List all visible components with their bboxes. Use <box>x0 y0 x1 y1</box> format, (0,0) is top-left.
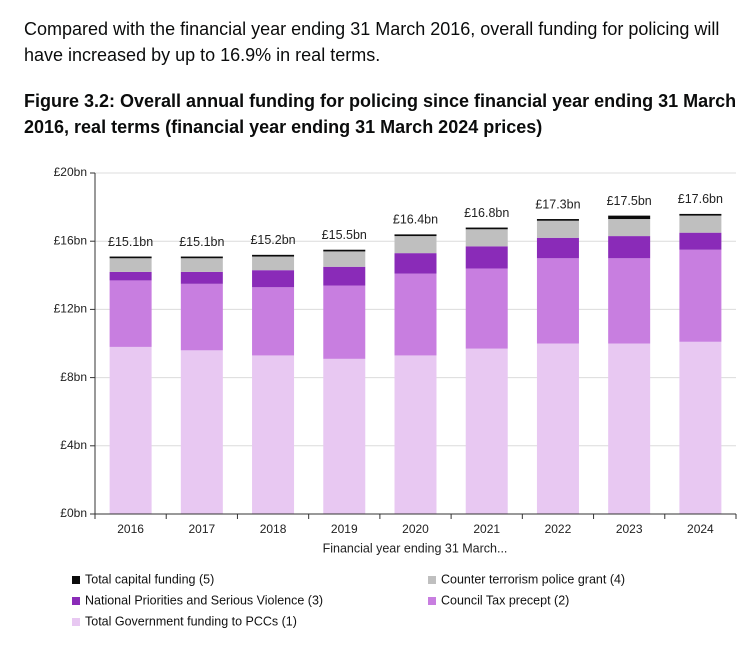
x-tick-label: 2023 <box>616 522 643 536</box>
bar-segment <box>252 254 295 257</box>
bar-segment <box>323 358 366 514</box>
x-tick-label: 2018 <box>260 522 287 536</box>
bar-segment <box>536 220 579 238</box>
bar-segment <box>109 256 152 259</box>
bar-segment <box>608 258 651 344</box>
total-label: £16.8bn <box>464 206 509 220</box>
bar-segment <box>109 271 152 281</box>
legend-label: National Priorities and Serious Violence… <box>85 593 323 607</box>
bar-segment <box>679 215 722 233</box>
bar-segment <box>608 236 651 259</box>
legend-swatch <box>72 597 80 605</box>
bar-segment <box>536 343 579 514</box>
bar-segment <box>323 249 366 252</box>
bar-segment <box>180 350 223 514</box>
x-tick-label: 2021 <box>473 522 500 536</box>
bar-segment <box>465 348 508 514</box>
total-label: £17.3bn <box>535 197 580 211</box>
total-label: £15.1bn <box>108 235 153 249</box>
x-tick-label: 2016 <box>117 522 144 536</box>
bar-segment <box>109 258 152 272</box>
bar-segment <box>608 219 651 237</box>
bar-segment <box>180 271 223 284</box>
x-tick-label: 2017 <box>188 522 215 536</box>
bar-segment <box>252 256 295 271</box>
legend-label: Total capital funding (5) <box>85 572 214 586</box>
legend-label: Total Government funding to PCCs (1) <box>85 614 297 628</box>
total-label: £17.6bn <box>678 192 723 206</box>
bar-segment <box>109 280 152 347</box>
bar-segment <box>679 341 722 514</box>
bar-segment <box>536 237 579 259</box>
x-axis-title: Financial year ending 31 March... <box>323 541 508 555</box>
intro-line: have increased by up to 16.9% in real te… <box>24 45 380 65</box>
y-tick-label: £4bn <box>60 438 87 452</box>
bar-segment <box>323 285 366 359</box>
legend-label: Council Tax precept (2) <box>441 593 569 607</box>
bar-segment <box>252 270 295 288</box>
legend-label: Counter terrorism police grant (4) <box>441 572 625 586</box>
x-tick-label: 2020 <box>402 522 429 536</box>
y-tick-label: £8bn <box>60 370 87 384</box>
legend-swatch <box>428 597 436 605</box>
figure-title: 2016, real terms (financial year ending … <box>24 117 542 137</box>
bar-segment <box>252 355 295 514</box>
total-label: £16.4bn <box>393 213 438 227</box>
bar-segment <box>323 266 366 286</box>
total-label: £15.2bn <box>250 233 295 247</box>
y-tick-label: £0bn <box>60 506 87 520</box>
legend-swatch <box>428 576 436 584</box>
bar-segment <box>608 215 651 220</box>
y-tick-label: £16bn <box>54 233 87 247</box>
bar-segment <box>465 229 508 247</box>
total-label: £17.5bn <box>607 194 652 208</box>
bar-segment <box>394 355 437 514</box>
y-tick-label: £20bn <box>54 165 87 179</box>
bar-segment <box>608 343 651 514</box>
bar-segment <box>465 246 508 269</box>
bar-segment <box>323 251 366 267</box>
bar-segment <box>679 213 722 216</box>
bar-segment <box>394 236 437 254</box>
bar-segment <box>679 249 722 342</box>
bar-segment <box>394 234 437 237</box>
bar-segment <box>180 256 223 259</box>
y-tick-label: £12bn <box>54 302 87 316</box>
legend-swatch <box>72 618 80 626</box>
figure-title: Figure 3.2: Overall annual funding for p… <box>24 91 736 111</box>
bar-segment <box>536 258 579 344</box>
total-label: £15.1bn <box>179 235 224 249</box>
x-tick-label: 2022 <box>545 522 572 536</box>
bar-segment <box>180 258 223 272</box>
bar-segment <box>679 232 722 250</box>
total-label: £15.5bn <box>322 228 367 242</box>
intro-line: Compared with the financial year ending … <box>24 19 719 39</box>
bar-segment <box>465 227 508 230</box>
legend-swatch <box>72 576 80 584</box>
bar-segment <box>394 253 437 274</box>
bar-segment <box>465 268 508 349</box>
x-tick-label: 2024 <box>687 522 714 536</box>
bar-segment <box>252 287 295 356</box>
bar-segment <box>536 219 579 221</box>
bar-segment <box>109 346 152 514</box>
x-tick-label: 2019 <box>331 522 358 536</box>
bar-segment <box>180 283 223 351</box>
bar-segment <box>394 273 437 356</box>
